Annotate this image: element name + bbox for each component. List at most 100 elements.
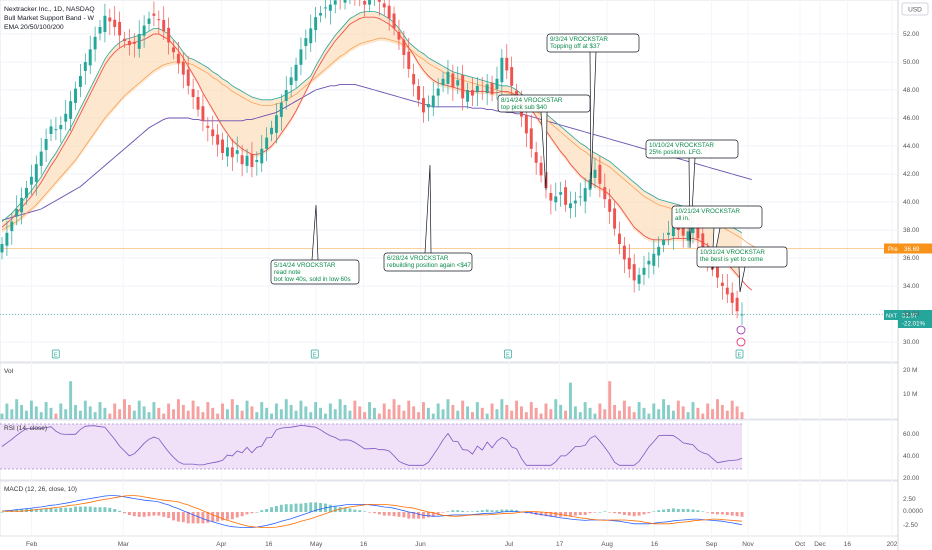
last-price-badge [898, 310, 932, 328]
macd-histogram-bar [137, 512, 141, 517]
earnings-marker-label: E [54, 353, 58, 359]
volume-bar [417, 412, 421, 419]
volume-bar [569, 382, 572, 419]
macd-histogram-bar [377, 512, 381, 515]
earnings-marker[interactable] [735, 349, 744, 359]
volume-bar [64, 409, 68, 419]
annotation-box[interactable] [645, 139, 739, 159]
candle-body [25, 188, 28, 198]
candle-body [735, 297, 739, 312]
volume-bar [83, 400, 87, 419]
annotation-box[interactable] [546, 33, 640, 53]
macd-histogram-bar [417, 512, 421, 519]
volume-bar [235, 404, 239, 419]
earnings-marker[interactable] [51, 349, 60, 359]
currency-button[interactable] [901, 2, 929, 16]
rsi-tick-label: 20.00 [903, 475, 920, 482]
annotation-box[interactable] [270, 259, 360, 285]
macd-histogram-bar [343, 507, 347, 512]
candle-body [260, 148, 264, 164]
volume-bar [186, 410, 190, 419]
macd-histogram-bar [431, 512, 435, 517]
macd-histogram-bar [544, 512, 548, 517]
volume-bar [44, 402, 48, 419]
annotation-box[interactable] [671, 205, 763, 229]
macd-histogram-bar [515, 510, 519, 512]
volume-bar [573, 406, 577, 419]
macd-histogram-bar [279, 504, 283, 512]
candle-body [730, 292, 734, 303]
earnings-marker-label: E [313, 353, 317, 359]
macd-histogram-bar [255, 512, 259, 513]
candle-body [740, 314, 744, 316]
annotation-pointer [589, 51, 597, 189]
candle-body [451, 73, 455, 88]
volume-bar [681, 406, 685, 419]
volume-bar [377, 413, 381, 419]
volume-bar [529, 402, 533, 419]
earnings-marker[interactable] [504, 349, 512, 359]
macd-title: MACD (12, 26, close, 10) [4, 486, 77, 493]
macd-histogram-bar [686, 509, 690, 512]
volume-bar [108, 413, 112, 419]
volume-bar [240, 410, 244, 419]
macd-histogram-bar [554, 512, 558, 517]
macd-histogram-bar [564, 512, 568, 517]
volume-bar [5, 403, 9, 419]
candle-body [598, 164, 602, 184]
volume-bar [265, 407, 269, 419]
candle-body [529, 128, 533, 149]
macd-histogram-bar [573, 512, 577, 516]
candle-body [441, 78, 445, 86]
dividend-event-icon[interactable] [736, 337, 746, 347]
macd-histogram-bar [319, 503, 323, 512]
macd-histogram-bar [671, 508, 675, 512]
candle-body [652, 253, 656, 266]
macd-histogram-bar [93, 507, 97, 512]
earnings-marker[interactable] [310, 349, 319, 359]
annotation-box[interactable] [696, 246, 788, 268]
annotation-box[interactable] [497, 94, 591, 113]
macd-histogram-bar [265, 509, 269, 512]
candle-body [387, 5, 391, 19]
rsi-band [0, 424, 742, 469]
volume-bar [230, 399, 234, 419]
volume-bar [59, 403, 63, 419]
volume-bar [69, 381, 73, 419]
annotation-date: 8/14/24 VROCKSTAR [501, 97, 563, 104]
volume-bar [157, 407, 161, 419]
macd-histogram-bar [274, 506, 278, 512]
macd-histogram-bar [701, 511, 705, 512]
annotation-text: rebuilding position again <$47 [387, 262, 471, 269]
volume-bar [662, 399, 666, 419]
volume-bar [671, 410, 675, 419]
macd-tick-label: 2.50 [903, 496, 916, 503]
annotation-box[interactable] [383, 252, 473, 272]
macd-histogram-bar [500, 509, 504, 512]
plus-event-icon[interactable] [736, 325, 746, 335]
candle-body [216, 134, 220, 145]
candle-body [255, 160, 259, 162]
volume-bar [255, 412, 259, 419]
macd-histogram-bar [426, 512, 430, 518]
macd-histogram-bar [470, 511, 474, 512]
date-tick-label: May [310, 541, 323, 548]
candle-body [294, 64, 298, 81]
candle-body [0, 244, 4, 253]
macd-histogram-bar [74, 506, 77, 512]
symbol-title: Nextracker Inc., 1D, NASDAQ [4, 6, 95, 13]
candle-body [578, 196, 582, 198]
volume-bar [284, 399, 288, 419]
volume-bar [554, 399, 558, 419]
candle-body [181, 61, 185, 75]
volume-bar [363, 412, 367, 419]
candle-body [309, 28, 313, 44]
macd-histogram-bar [206, 512, 210, 523]
volume-bar [39, 412, 43, 419]
macd-histogram-bar [368, 512, 372, 513]
date-tick-label: 17 [556, 541, 564, 548]
candle-body [559, 192, 563, 195]
macd-histogram-bar [451, 510, 455, 512]
volume-bar [720, 404, 724, 419]
